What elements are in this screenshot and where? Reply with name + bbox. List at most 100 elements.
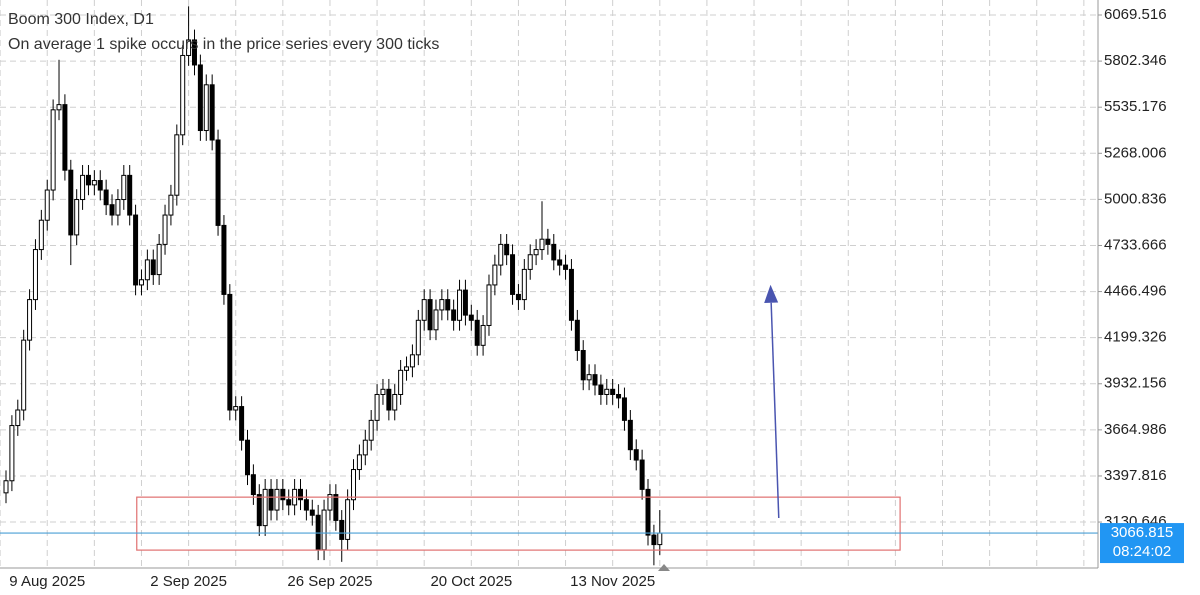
candle-body [433, 309, 439, 331]
candle-body [368, 419, 374, 441]
candle-body [250, 474, 256, 496]
candle-body [180, 54, 186, 136]
candle-body [398, 369, 404, 395]
candle-body [44, 189, 50, 221]
candle-body [563, 264, 569, 270]
candle-body [492, 264, 498, 286]
candle-body [3, 480, 9, 494]
y-tick-label: 5268.006 [1104, 144, 1167, 161]
candle-body [627, 419, 633, 451]
candle-body [127, 174, 133, 216]
candle-body [633, 449, 639, 461]
chart-subtitle: On average 1 spike occurs in the price s… [8, 36, 439, 53]
x-tick-label: 20 Oct 2025 [430, 573, 512, 590]
candle-body [103, 189, 109, 206]
candle-body [639, 459, 645, 490]
candle-body [298, 488, 304, 501]
candle-body [162, 214, 168, 245]
candle-body [351, 469, 357, 501]
candle-body [321, 509, 327, 551]
candle-body [592, 374, 598, 386]
candle-body [392, 393, 398, 411]
candle-body [345, 499, 351, 540]
x-tick-label: 2 Sep 2025 [150, 573, 227, 590]
candle-body [121, 174, 127, 201]
candle-body [186, 39, 192, 56]
candle-body [27, 299, 33, 341]
candle-body [233, 406, 239, 411]
price-label: 3066.815 [1111, 524, 1174, 541]
candle-body [574, 319, 580, 351]
candle-body [244, 439, 250, 476]
candle-body [333, 494, 339, 521]
candle-body [80, 174, 86, 201]
arrow-shaft [770, 302, 780, 519]
candle-body [362, 439, 368, 456]
candle-body [74, 199, 80, 236]
candle-body [115, 199, 121, 216]
candle-body [239, 406, 245, 441]
candle-body [468, 314, 474, 321]
candle-body [15, 409, 21, 427]
candle-body [150, 259, 156, 276]
bar-marker [658, 564, 670, 571]
candle-body [439, 299, 445, 311]
candle-body [62, 104, 68, 171]
candle-body [474, 319, 480, 346]
candle-body [327, 494, 333, 511]
candle-body [462, 289, 468, 316]
y-tick-label: 5000.836 [1104, 190, 1167, 207]
arrow-head [764, 284, 779, 303]
candle-body [486, 284, 492, 326]
candle-body [191, 39, 197, 66]
candle-body [85, 174, 91, 186]
x-tick-label: 26 Sep 2025 [287, 573, 372, 590]
candle-body [551, 243, 557, 261]
candle-body [209, 84, 215, 141]
candle-body [533, 249, 539, 256]
zone-box [136, 496, 901, 551]
candle-body [498, 243, 504, 266]
candle-body [451, 309, 457, 321]
x-tick-label: 13 Nov 2025 [570, 573, 655, 590]
candle-body [616, 393, 622, 399]
candle-body [404, 366, 410, 371]
candle-body [221, 224, 227, 295]
y-tick-label: 4733.666 [1104, 236, 1167, 253]
candle-body [598, 384, 604, 395]
candle-body [515, 293, 521, 301]
candle-body [56, 104, 62, 111]
candle-body [415, 319, 421, 356]
candle-body [138, 279, 144, 286]
candle-body [580, 349, 586, 381]
candle-body [227, 293, 233, 411]
y-tick-label: 3397.816 [1104, 467, 1167, 484]
candle-body [262, 488, 268, 527]
candle-body [309, 509, 315, 516]
candle-body [38, 219, 44, 251]
candle-body [280, 488, 286, 501]
candle-body [645, 488, 651, 536]
candle-body [50, 109, 56, 191]
candle-body [303, 499, 309, 511]
candle-body [9, 425, 15, 482]
x-tick-label: 9 Aug 2025 [9, 573, 85, 590]
candle-body [651, 534, 657, 546]
candle-body [32, 249, 38, 301]
candle-body [586, 374, 592, 381]
labels: 3130.6463397.8163664.9863932.1564199.326… [9, 6, 1184, 590]
candle-body [445, 299, 451, 311]
candle-body [268, 488, 274, 511]
candle-body [91, 180, 97, 186]
y-tick-label: 6069.516 [1104, 6, 1167, 23]
candle-body [133, 214, 139, 286]
candle-body [356, 454, 362, 471]
candle-body [215, 139, 221, 226]
candle-body [621, 397, 627, 421]
candle-body [510, 254, 516, 295]
chart-title: Boom 300 Index, D1 [8, 11, 154, 28]
candle-body [197, 64, 203, 132]
candle-body [657, 532, 663, 546]
y-tick-label: 4466.496 [1104, 283, 1167, 300]
